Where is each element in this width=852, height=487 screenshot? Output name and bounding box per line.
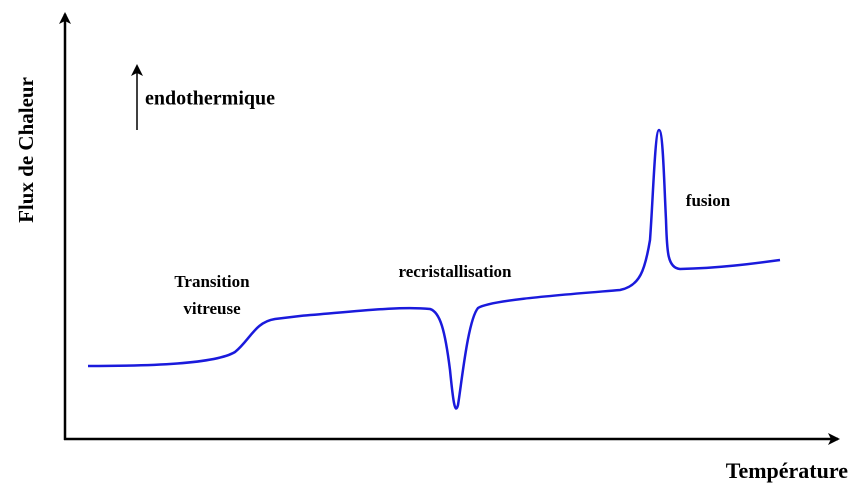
- endothermic-label: endothermique: [145, 88, 275, 110]
- annotation: vitreuse: [183, 299, 241, 318]
- annotation: recristallisation: [399, 262, 513, 281]
- y-axis-label: Flux de Chaleur: [14, 77, 38, 223]
- annotation: Transition: [174, 272, 250, 291]
- annotation: fusion: [686, 191, 731, 210]
- dsc-curve: [87, 128, 781, 410]
- x-axis-label: Température: [726, 458, 848, 483]
